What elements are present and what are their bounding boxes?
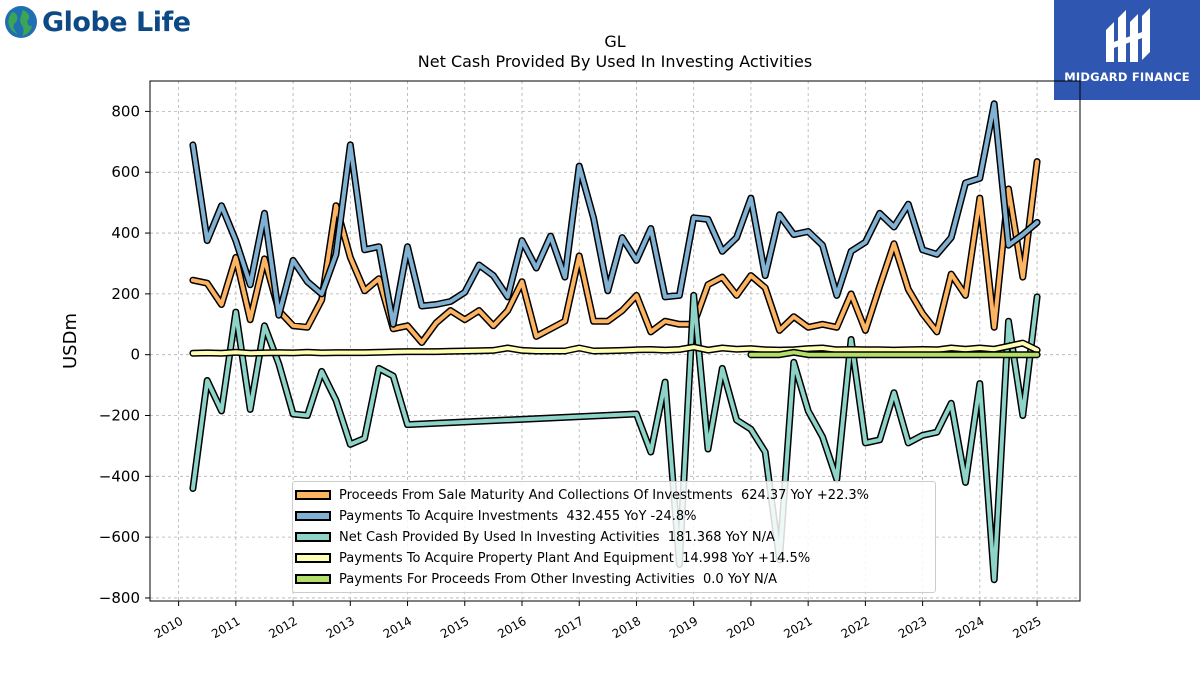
logo-text: Globe Life <box>42 6 191 38</box>
midgard-finance-logo: MIDGARD FINANCE <box>1054 0 1200 100</box>
x-tick-label: 2021 <box>781 614 814 641</box>
series-line-stroke <box>190 159 1040 345</box>
legend-item: Payments To Acquire Property Plant And E… <box>293 548 810 568</box>
legend-label: Proceeds From Sale Maturity And Collecti… <box>339 487 870 503</box>
legend-item: Net Cash Provided By Used In Investing A… <box>293 527 775 547</box>
series-line <box>747 348 1041 359</box>
x-tick-label: 2015 <box>438 614 471 641</box>
x-tick-label: 2010 <box>152 614 185 641</box>
x-tick-label: 2022 <box>839 614 872 641</box>
chart-title: GL <box>604 32 626 51</box>
y-tick-label: 600 <box>111 163 140 181</box>
legend-label: Net Cash Provided By Used In Investing A… <box>339 529 775 545</box>
series-line-stroke <box>190 341 1040 356</box>
y-tick-label: 400 <box>111 224 140 242</box>
series-line <box>189 339 1041 357</box>
x-tick-label: 2011 <box>209 614 242 641</box>
series-line-stroke <box>190 101 1040 327</box>
x-tick-label: 2019 <box>667 614 700 641</box>
y-tick-label: 0 <box>130 346 140 364</box>
legend-swatch <box>295 574 331 584</box>
legend-item: Payments To Acquire Investments 432.455 … <box>293 506 697 526</box>
x-tick-label: 2023 <box>896 614 929 641</box>
legend-item: Proceeds From Sale Maturity And Collecti… <box>293 485 869 505</box>
y-tick-label: −600 <box>99 528 140 546</box>
series-line <box>189 291 1041 584</box>
series-line <box>189 100 1041 328</box>
legend-swatch <box>295 490 331 500</box>
series-line <box>189 158 1041 346</box>
x-tick-label: 2013 <box>324 614 357 641</box>
legend-swatch <box>295 553 331 563</box>
legend: Proceeds From Sale Maturity And Collecti… <box>292 481 936 593</box>
legend-label: Payments For Proceeds From Other Investi… <box>339 571 778 587</box>
legend-item: Payments For Proceeds From Other Investi… <box>293 569 777 589</box>
x-tick-label: 2024 <box>953 614 986 641</box>
x-tick-label: 2014 <box>381 614 414 641</box>
series-line-stroke <box>190 293 1040 582</box>
midgard-mark-icon <box>1106 8 1150 62</box>
legend-label: Payments To Acquire Investments 432.455 … <box>339 508 697 524</box>
y-tick-label: −200 <box>99 407 140 425</box>
y-tick-label: 200 <box>111 285 140 303</box>
globe-life-logo: Globe Life <box>4 4 191 40</box>
x-tick-label: 2017 <box>553 614 586 641</box>
y-tick-label: −400 <box>99 467 140 485</box>
x-tick-label: 2018 <box>610 614 643 641</box>
y-tick-label: −800 <box>99 589 140 607</box>
y-axis-label: USDm <box>60 313 81 369</box>
legend-label: Payments To Acquire Property Plant And E… <box>339 550 811 566</box>
globe-icon <box>5 6 37 38</box>
x-tick-label: 2020 <box>724 614 757 641</box>
plot-frame <box>149 80 1081 602</box>
midgard-logo-text: MIDGARD FINANCE <box>1064 70 1190 84</box>
x-tick-label: 2025 <box>1010 614 1043 641</box>
x-tick-label: 2012 <box>266 614 299 641</box>
legend-swatch <box>295 511 331 521</box>
series-line-stroke <box>748 350 1040 357</box>
legend-swatch <box>295 532 331 542</box>
x-tick-label: 2016 <box>495 614 528 641</box>
series-layer <box>189 100 1041 584</box>
y-tick-label: 800 <box>111 102 140 120</box>
chart-subtitle: Net Cash Provided By Used In Investing A… <box>417 52 813 71</box>
